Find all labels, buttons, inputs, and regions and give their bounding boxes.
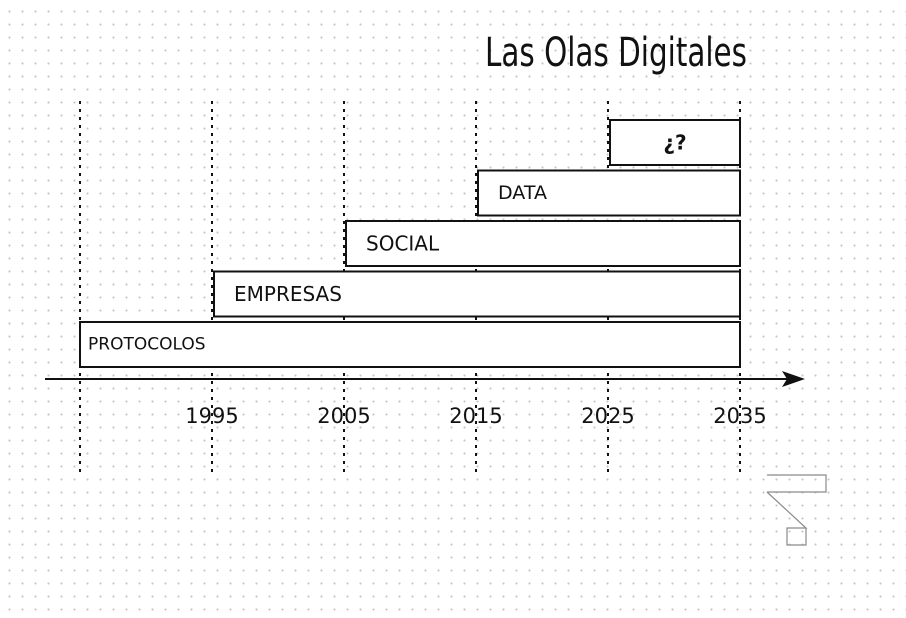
year-tick-label: 2005 — [317, 404, 370, 428]
wave-label: ¿? — [663, 131, 686, 155]
year-tick-label: 2035 — [713, 404, 766, 428]
wave-bar-box — [213, 270, 741, 318]
wave-label: DATA — [498, 182, 547, 204]
axis-arrowhead — [782, 371, 805, 387]
wave-label: PROTOCOLOS — [88, 335, 206, 355]
year-tick-label: 2025 — [581, 404, 634, 428]
year-labels: 1995 2005 2015 2025 2035 — [185, 404, 766, 428]
diagram-title: Las Olas Digitales — [485, 30, 747, 76]
wave-bar: PROTOCOLOS — [79, 321, 741, 368]
wave-bars: PROTOCOLOS EMPRESAS SOCIAL DATA ¿? — [79, 119, 741, 368]
wave-bar-box — [345, 220, 741, 267]
wave-bar: SOCIAL — [345, 220, 741, 267]
year-tick-label: 2015 — [449, 404, 502, 428]
wave-bar-box — [609, 119, 741, 166]
year-gridlines — [79, 101, 741, 476]
logo-mark-icon — [766, 474, 827, 546]
wave-bar: DATA — [477, 169, 741, 217]
wave-label: SOCIAL — [366, 232, 440, 256]
wave-bar: ¿? — [609, 119, 741, 166]
wave-bar-box — [477, 169, 741, 217]
year-tick-label: 1995 — [185, 404, 238, 428]
wave-bar-box — [79, 321, 741, 368]
time-axis — [45, 371, 805, 387]
wave-bar: EMPRESAS — [213, 270, 741, 318]
wave-label: EMPRESAS — [234, 282, 342, 306]
